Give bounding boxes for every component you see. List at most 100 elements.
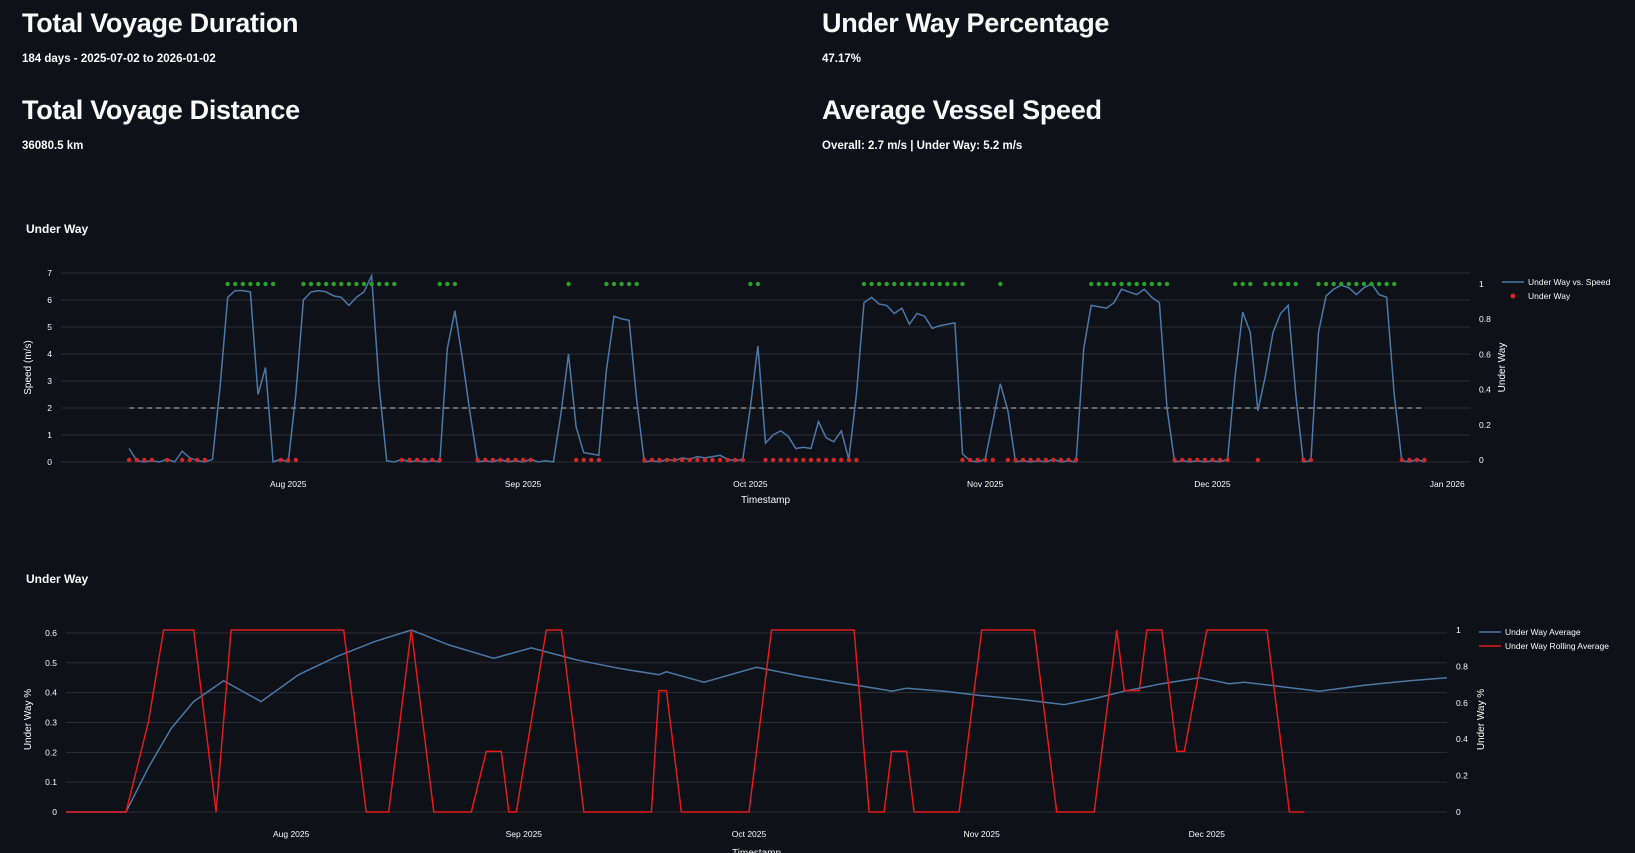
under-way-false-point [816,457,821,463]
under-way-true-point [952,281,958,287]
y-tick-label: 0.2 [45,747,57,757]
legend-label-average: Under Way Average [1505,627,1581,637]
under-way-true-point [1270,281,1276,287]
under-way-true-point [1134,281,1139,287]
under-way-false-point [982,457,988,463]
under-way-true-point [869,281,874,287]
under-way-false-point [581,457,586,463]
under-way-false-point [839,457,844,463]
legend-label-under-way: Under Way [1528,291,1571,301]
under-way-false-point [725,457,730,463]
under-way-false-point [1043,457,1048,463]
under-way-false-point [513,457,518,463]
under-way-false-point [149,457,155,463]
y2-tick-label: 0 [1456,807,1461,817]
under-way-true-point [899,281,905,287]
under-way-false-point [475,457,480,463]
under-way-false-point [278,457,283,463]
x-tick-label: Sep 2025 [506,829,543,839]
under-way-false-point [649,457,655,463]
under-way-true-point [1157,281,1162,287]
under-way-true-point [354,281,359,287]
under-way-false-point [846,457,852,463]
x-tick-label: Jan 2026 [1430,479,1465,489]
under-way-false-point [770,457,776,463]
under-way-true-point [1369,281,1374,287]
under-way-true-point [445,281,450,287]
x-tick-label: Nov 2025 [963,829,1000,839]
metric-value: Overall: 2.7 m/s | Under Way: 5.2 m/s [822,140,1023,152]
under-way-false-point [134,457,139,463]
under-way-false-point [642,457,647,463]
legend-label-rolling: Under Way Rolling Average [1505,641,1609,651]
under-way-false-point [967,457,973,463]
under-way-false-point [786,457,791,463]
under-way-false-point [126,457,132,463]
under-way-true-point [301,281,306,287]
under-way-true-point [922,281,927,287]
x-tick-label: Dec 2025 [1189,829,1226,839]
under-way-true-point [1354,281,1359,287]
under-way-true-point [233,281,238,287]
under-way-false-point [596,457,602,463]
under-way-false-point [1187,457,1192,463]
under-way-false-point [854,457,859,463]
under-way-false-point [286,457,291,463]
under-way-true-point [1096,281,1102,287]
under-way-false-point [164,457,170,463]
x-tick-label: Aug 2025 [273,829,310,839]
under-way-false-point [1225,457,1230,463]
under-way-true-point [861,281,867,287]
y-tick-label: 0.1 [45,777,57,787]
under-way-false-point [142,457,147,463]
under-way-true-point [611,281,617,287]
under-way-true-point [1346,281,1351,287]
under-way-true-point [1392,281,1397,287]
under-way-false-point [414,457,420,463]
under-way-true-point [1240,281,1245,287]
under-way-false-point [1414,457,1420,463]
under-way-true-point [1248,281,1253,287]
chart-2-section-title: Under Way [26,572,89,586]
y2-tick-label: 0.4 [1456,734,1468,744]
metric-value: 47.17% [822,53,862,65]
underway-average-chart[interactable]: 0 0.1 0.2 0.3 0.4 0.5 0.6 0 0.2 0.4 0.6 0.8 1 Aug 202… [0,608,1635,853]
under-way-true-point [748,281,753,287]
x-tick-label: Aug 2025 [270,479,307,489]
legend-swatch-under-way [1510,293,1516,299]
x-tick-label: Oct 2025 [732,829,767,839]
under-way-true-point [876,281,882,287]
under-way-false-point [740,457,745,463]
y-tick-label: 0 [52,807,57,817]
y2-tick-label: 0.6 [1479,349,1491,359]
under-way-false-point [687,457,692,463]
under-way-true-point [1331,281,1336,287]
under-way-false-point [1013,457,1018,463]
under-way-false-point [195,457,200,463]
under-way-true-point [255,281,261,287]
x-axis-label: Timestamp [741,495,791,506]
under-way-false-point [975,457,980,463]
under-way-false-point [1217,457,1223,463]
under-way-true-point [1149,281,1155,287]
under-way-true-point [248,281,253,287]
under-way-false-point [528,457,533,463]
speed-underway-chart[interactable]: 0 1 2 3 4 5 6 7 0 0.2 0.4 0.6 0.8 1 Aug 2025 Sep 2025 Oc… [0,250,1635,540]
under-way-true-point [384,281,389,287]
under-way-true-point [566,281,571,287]
under-way-true-point [346,281,352,287]
under-way-false-point [1058,457,1064,463]
y-axis-label: Under Way % [23,689,34,750]
under-way-false-point [1036,457,1041,463]
under-way-false-point [657,457,662,463]
under-way-false-point [490,457,495,463]
under-way-false-point [664,457,670,463]
under-way-false-point [823,457,829,463]
y-tick-label: 0 [47,457,52,467]
y-tick-label: 7 [47,268,52,278]
metric-voyage-duration: Total Voyage Duration 184 days - 2025-07… [22,8,299,65]
under-way-true-point [892,281,897,287]
under-way-false-point [187,457,192,463]
y-tick-label: 4 [47,349,52,359]
under-way-false-point [573,457,579,463]
